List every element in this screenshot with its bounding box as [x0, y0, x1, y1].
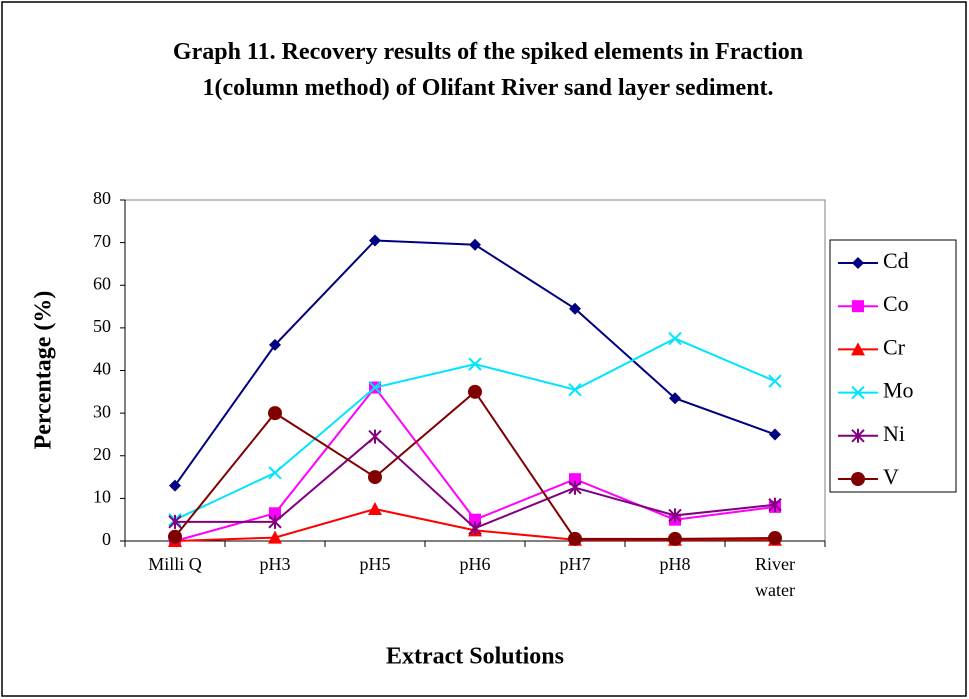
marker — [168, 529, 182, 544]
x-tick-label: River water — [755, 554, 795, 600]
x-tick-label: pH6 — [459, 554, 491, 574]
y-tick-label: 60 — [93, 273, 111, 293]
marker — [368, 470, 382, 485]
legend-label: Mo — [883, 378, 914, 403]
x-tick-label: pH5 — [359, 554, 391, 574]
y-tick-label: 80 — [93, 188, 111, 208]
marker — [851, 428, 865, 443]
marker — [268, 530, 282, 544]
marker — [169, 479, 181, 492]
marker — [368, 380, 382, 395]
marker — [468, 357, 482, 371]
marker — [368, 502, 382, 516]
marker — [468, 384, 482, 399]
y-tick-label: 10 — [93, 487, 111, 507]
marker — [369, 234, 381, 247]
x-tick-label: Milli Q — [148, 554, 202, 574]
marker — [568, 531, 582, 546]
marker — [852, 300, 864, 313]
marker — [668, 508, 682, 523]
marker — [269, 338, 281, 351]
marker — [268, 514, 282, 529]
y-tick-label: 50 — [93, 316, 111, 336]
legend-label: Cd — [883, 248, 909, 273]
marker — [268, 406, 282, 421]
marker — [851, 472, 865, 486]
marker — [768, 497, 782, 512]
y-tick-label: 70 — [93, 231, 111, 251]
legend-label: Ni — [883, 421, 905, 446]
marker — [469, 513, 481, 526]
marker — [768, 374, 782, 388]
y-axis-label: Percentage (%) — [31, 291, 57, 450]
legend-label: Co — [883, 291, 909, 316]
y-tick-label: 20 — [93, 444, 111, 464]
marker — [668, 331, 682, 346]
marker — [268, 466, 282, 480]
y-tick-label: 0 — [102, 529, 111, 549]
marker — [569, 473, 581, 486]
y-tick-label: 30 — [93, 401, 111, 421]
marker — [768, 531, 782, 546]
marker — [469, 238, 481, 251]
marker — [468, 521, 482, 536]
marker — [668, 531, 682, 546]
legend-label: Cr — [883, 334, 906, 359]
marker — [852, 257, 864, 269]
chart-title: Graph 11. Recovery results of the spiked… — [172, 39, 804, 101]
x-axis-label: Extract Solutions — [386, 644, 564, 670]
marker — [568, 382, 582, 397]
marker — [669, 392, 681, 405]
marker — [269, 507, 281, 520]
marker — [851, 385, 865, 400]
marker — [168, 514, 182, 529]
x-tick-label: pH8 — [659, 554, 691, 574]
marker — [851, 342, 865, 356]
x-tick-label: pH3 — [259, 554, 291, 574]
y-tick-label: 40 — [93, 359, 111, 379]
marker — [568, 480, 582, 495]
marker — [569, 302, 581, 315]
legend-box — [829, 239, 957, 493]
x-tick-label: pH7 — [559, 554, 591, 574]
marker — [769, 428, 781, 441]
legend-label: V — [883, 464, 899, 489]
marker — [368, 429, 382, 444]
